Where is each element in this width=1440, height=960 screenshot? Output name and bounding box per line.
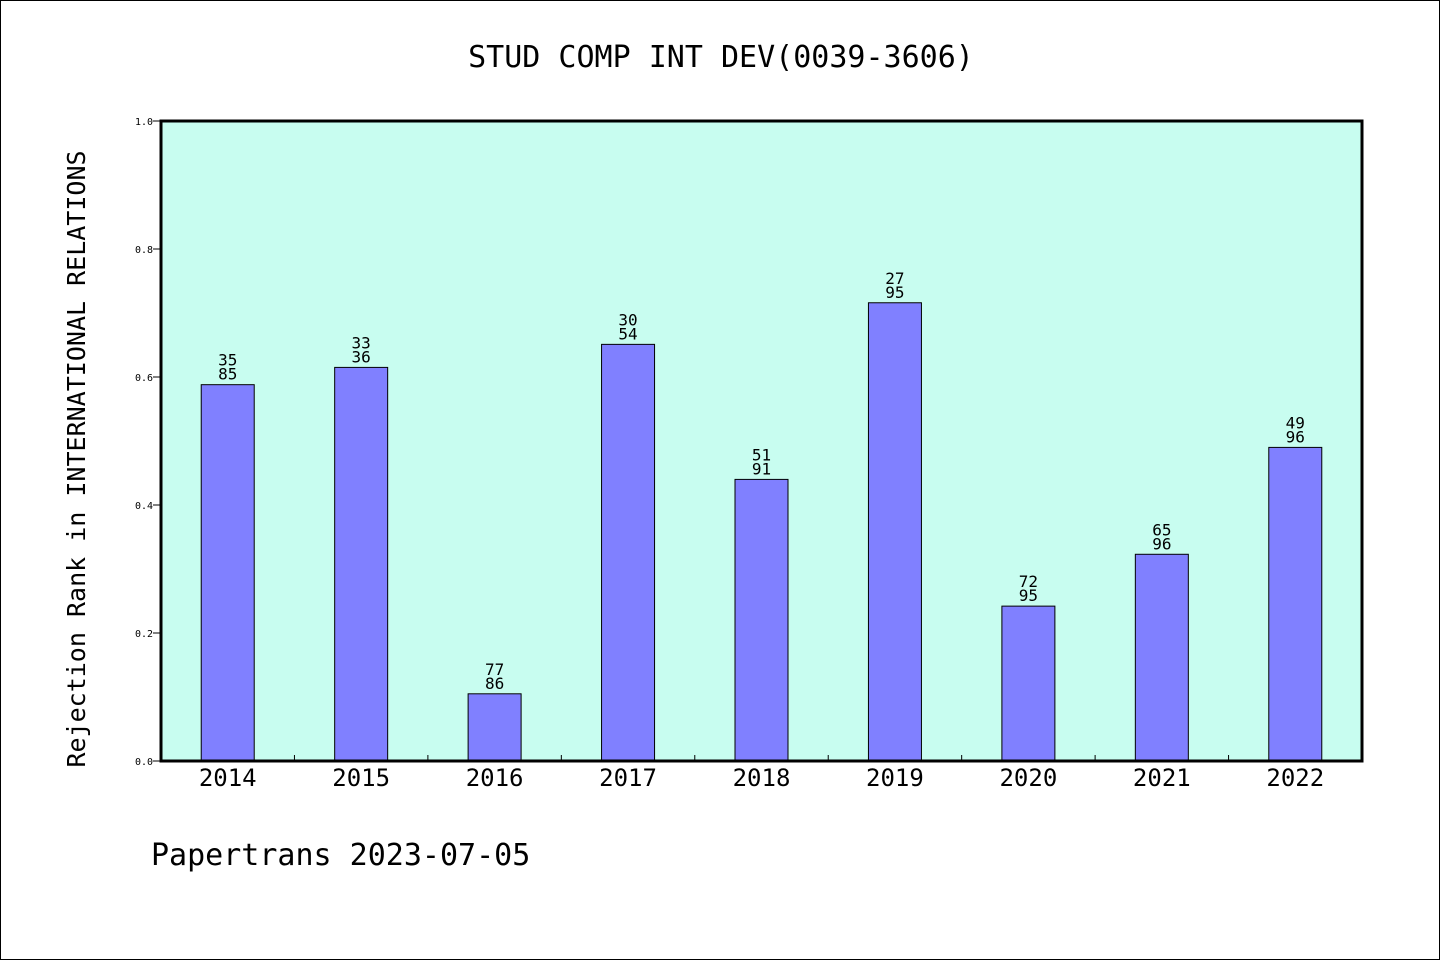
bar: [601, 343, 656, 762]
bar: [1001, 605, 1056, 762]
bar-label-bottom: 96: [1152, 534, 1171, 553]
bar-label-bottom: 91: [752, 459, 771, 478]
bar: [1134, 553, 1189, 762]
bar-label-bottom: 96: [1286, 427, 1305, 446]
bar-label-bottom: 86: [485, 674, 504, 693]
y-tick-label: 0.0: [135, 757, 153, 768]
bar-label-bottom: 36: [352, 347, 371, 366]
bar: [1268, 446, 1323, 762]
bar-label-top: 30: [618, 310, 637, 329]
y-axis-label: Rejection Rank in INTERNATIONAL RELATION…: [62, 150, 91, 767]
y-tick-label: 0.4: [135, 501, 153, 512]
chart-title: STUD COMP INT DEV(0039-3606): [468, 40, 974, 75]
y-axis: 0.0 0.2 0.4 0.6 0.8 1.0: [135, 117, 161, 768]
bar: [334, 366, 389, 762]
y-tick-label: 0.2: [135, 629, 153, 640]
bar-label-top: 27: [885, 269, 904, 288]
bar-label-top: 65: [1152, 520, 1171, 539]
x-tick-label: 2017: [599, 764, 657, 792]
y-tick-label: 0.8: [135, 245, 153, 256]
x-tick-label: 2018: [733, 764, 791, 792]
bar: [867, 302, 922, 762]
y-tick-label: 0.6: [135, 373, 153, 384]
bar-label-bottom: 95: [1019, 586, 1038, 605]
y-tick-label: 1.0: [135, 117, 153, 128]
x-tick-label: 2019: [866, 764, 924, 792]
bar-label-top: 49: [1286, 413, 1305, 432]
bar-label-bottom: 85: [218, 365, 237, 384]
x-tick-label: 2014: [199, 764, 257, 792]
bar-label-top: 77: [485, 660, 504, 679]
bar-label-top: 35: [218, 351, 237, 370]
x-tick-label: 2022: [1266, 764, 1324, 792]
bar-label-bottom: 54: [618, 324, 637, 343]
bar-label-top: 72: [1019, 572, 1038, 591]
x-tick-label: 2021: [1133, 764, 1191, 792]
bar-label-top: 33: [352, 333, 371, 352]
bar: [200, 384, 255, 762]
bar: [467, 693, 522, 762]
footer-text: Papertrans 2023-07-05: [151, 838, 530, 873]
x-tick-label: 2015: [332, 764, 390, 792]
bar-label-top: 51: [752, 445, 771, 464]
bar-label-bottom: 95: [885, 283, 904, 302]
x-tick-label: 2020: [999, 764, 1057, 792]
plot-border: [159, 119, 1364, 763]
x-axis: 2014 2015 2016 2017 2018 2019 2020 2021 2022: [199, 755, 1324, 792]
bar: [734, 478, 789, 762]
x-tick-label: 2016: [466, 764, 524, 792]
